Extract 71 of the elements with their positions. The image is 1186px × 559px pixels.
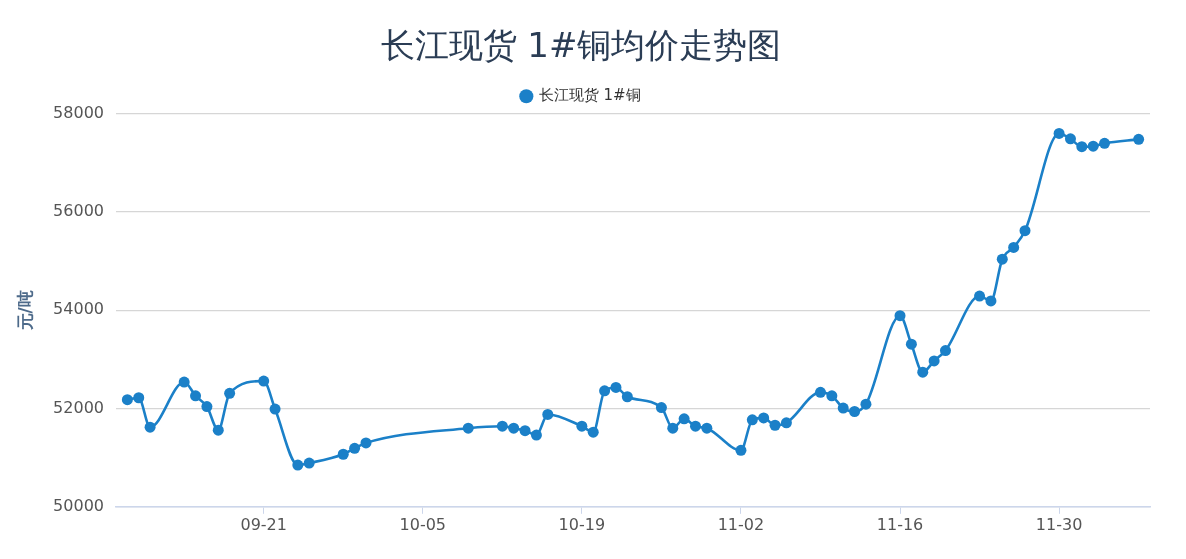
x-tick-label: 10-19 xyxy=(558,514,606,534)
point xyxy=(849,406,861,417)
point xyxy=(826,390,838,402)
point xyxy=(1064,133,1076,145)
point xyxy=(996,253,1008,265)
point xyxy=(496,420,508,432)
point xyxy=(814,386,826,398)
x-tick-label: 09-21 xyxy=(240,514,287,534)
point xyxy=(678,413,690,425)
y-tick-label: 56000 xyxy=(53,201,104,221)
point xyxy=(1053,127,1065,139)
point xyxy=(655,402,667,414)
point xyxy=(508,422,520,434)
x-tick-label: 10-05 xyxy=(399,514,447,534)
point xyxy=(701,422,713,434)
point xyxy=(735,444,747,456)
point xyxy=(621,391,633,403)
x-tick-label: 11-30 xyxy=(1035,514,1083,534)
point xyxy=(837,402,849,414)
point xyxy=(519,425,531,437)
point xyxy=(212,424,224,436)
y-tick-label: 52000 xyxy=(53,397,104,417)
x-tick-label: 11-02 xyxy=(717,514,765,534)
point xyxy=(121,394,133,406)
point xyxy=(178,376,190,388)
point xyxy=(1008,241,1020,253)
point xyxy=(905,338,917,350)
point xyxy=(985,295,997,307)
point xyxy=(144,421,156,433)
point xyxy=(576,420,588,432)
point xyxy=(530,429,542,441)
y-axis-title: 元/吨 xyxy=(14,290,35,332)
point xyxy=(462,422,474,434)
point xyxy=(928,355,940,367)
point xyxy=(769,419,781,431)
chart-title: 长江现货 1#铜均价走势图 xyxy=(380,25,782,66)
point xyxy=(1133,133,1145,145)
point xyxy=(133,392,145,404)
x-tick-label: 11-16 xyxy=(876,514,924,534)
point xyxy=(337,448,349,460)
point xyxy=(599,385,611,397)
point xyxy=(349,442,361,454)
point xyxy=(780,417,792,429)
point xyxy=(1019,225,1031,237)
y-tick-label: 58000 xyxy=(53,102,104,122)
point xyxy=(587,426,599,438)
point xyxy=(258,375,270,387)
y-tick-label: 50000 xyxy=(53,495,104,515)
point xyxy=(269,403,281,415)
point xyxy=(542,408,554,420)
point xyxy=(758,412,770,424)
point xyxy=(667,422,679,434)
point xyxy=(1087,140,1099,152)
point xyxy=(1099,137,1111,149)
point xyxy=(224,387,236,399)
point xyxy=(974,290,986,302)
point xyxy=(939,345,951,357)
point xyxy=(292,459,304,471)
point xyxy=(894,310,906,322)
legend-label: 长江现货 1#铜 xyxy=(538,86,641,105)
point xyxy=(610,381,622,393)
point xyxy=(190,390,202,402)
point xyxy=(360,437,372,449)
point xyxy=(303,457,315,469)
point xyxy=(1076,141,1088,153)
point xyxy=(201,401,213,413)
point xyxy=(746,414,758,426)
point xyxy=(860,398,872,410)
point xyxy=(690,420,701,432)
y-tick-label: 54000 xyxy=(53,299,104,319)
point xyxy=(917,366,929,378)
